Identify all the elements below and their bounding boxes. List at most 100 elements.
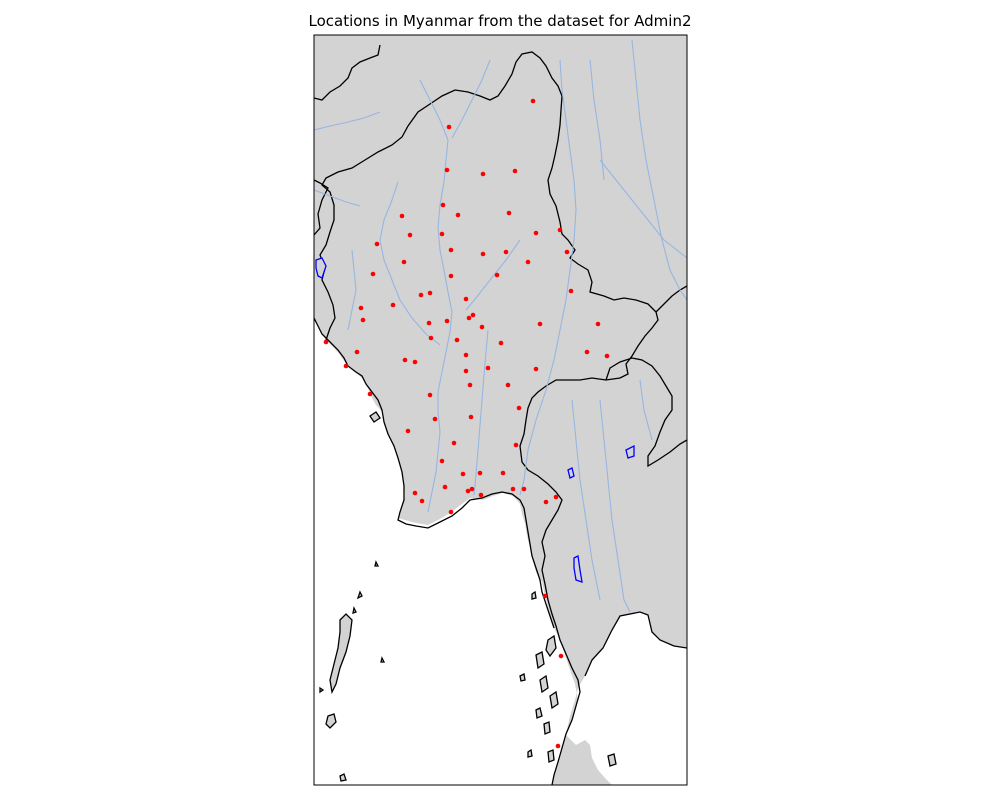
location-point [460, 471, 466, 477]
map-frame [313, 34, 688, 786]
location-point [463, 368, 469, 374]
location-point [360, 317, 366, 323]
location-point [448, 247, 454, 253]
river-east-2 [589, 59, 605, 181]
location-point [367, 391, 373, 397]
location-point [537, 321, 543, 327]
location-point [506, 210, 512, 216]
location-point [427, 392, 433, 398]
island-12 [539, 674, 549, 694]
island-15 [543, 721, 551, 735]
location-point [444, 318, 450, 324]
location-point [442, 484, 448, 490]
location-point [454, 337, 460, 343]
thailand-laos-border [605, 357, 687, 468]
lake-east-1 [625, 444, 635, 459]
river-mali [419, 79, 449, 141]
rivers [314, 39, 687, 613]
island-18 [519, 673, 526, 682]
location-point [505, 382, 511, 388]
location-point [604, 353, 610, 359]
location-point [444, 167, 450, 173]
location-point [553, 494, 559, 500]
location-point [405, 428, 411, 434]
location-point [440, 202, 446, 208]
island-16 [547, 749, 555, 763]
river-salween [519, 59, 577, 496]
river-chindwin [379, 181, 441, 346]
lakes [315, 257, 635, 583]
location-point [557, 227, 563, 233]
location-point [419, 498, 425, 504]
coastline-west [314, 317, 555, 629]
river-east-1 [599, 159, 687, 259]
location-point [402, 357, 408, 363]
location-point [358, 305, 364, 311]
location-point [399, 213, 405, 219]
island-9 [369, 411, 381, 423]
location-point [390, 302, 396, 308]
island-5 [352, 606, 357, 614]
island-10 [545, 634, 557, 658]
island-20 [527, 748, 533, 758]
island-19 [607, 753, 617, 767]
river-sittaung [473, 329, 489, 496]
location-point [412, 490, 418, 496]
location-point [564, 249, 570, 255]
river-chao-phraya [599, 399, 631, 613]
location-point [448, 509, 454, 515]
location-point [568, 288, 574, 294]
location-point [485, 365, 491, 371]
island-6 [374, 560, 380, 567]
river-nmai [451, 59, 491, 139]
location-point [374, 241, 380, 247]
location-point [542, 593, 548, 599]
location-point [513, 442, 519, 448]
location-point [477, 470, 483, 476]
china-border-east [655, 285, 687, 313]
location-point [412, 359, 418, 365]
river-myitnge [465, 239, 521, 311]
island-1 [329, 613, 353, 695]
myanmar-border-west-north [319, 51, 659, 785]
location-point [407, 232, 413, 238]
location-point [555, 743, 561, 749]
location-point [463, 296, 469, 302]
location-point [584, 349, 590, 355]
island-14 [535, 707, 543, 719]
river-mekong [631, 39, 687, 301]
river-irrawaddy [427, 139, 453, 513]
location-point [448, 273, 454, 279]
location-point [480, 171, 486, 177]
river-west-1 [314, 111, 381, 131]
location-point [525, 259, 531, 265]
island-11 [535, 651, 545, 670]
lake-loktak [315, 257, 327, 279]
location-point [418, 292, 424, 298]
location-point [465, 488, 471, 494]
river-west-2 [314, 189, 361, 207]
location-point [370, 271, 376, 277]
location-point [480, 251, 486, 257]
island-13 [549, 690, 559, 710]
location-point [426, 320, 432, 326]
island-3 [339, 773, 347, 782]
location-point [516, 405, 522, 411]
location-point [503, 249, 509, 255]
island-8 [319, 686, 325, 694]
location-point [451, 440, 457, 446]
india-northeast-border [314, 179, 329, 236]
island-7 [380, 656, 386, 663]
location-point [439, 458, 445, 464]
location-point [467, 382, 473, 388]
location-point [478, 492, 484, 498]
location-point [470, 312, 476, 318]
location-point [533, 366, 539, 372]
location-point [427, 290, 433, 296]
location-point [521, 486, 527, 492]
island-4 [356, 590, 363, 600]
location-point [343, 363, 349, 369]
location-point [512, 168, 518, 174]
location-point [428, 335, 434, 341]
